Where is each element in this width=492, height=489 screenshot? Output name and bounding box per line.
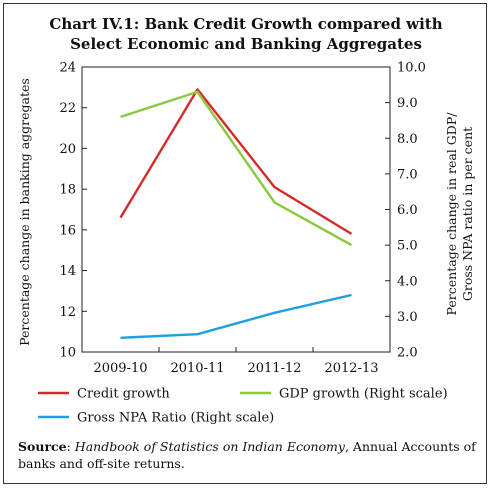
chart-frame [3, 3, 487, 484]
legend-label-1: GDP growth (Right scale) [279, 387, 448, 402]
right-axis-label-line1: Percentage change in real GDP/ [444, 112, 459, 316]
source-italic: Handbook of Statistics on Indian Economy [74, 439, 345, 454]
right-tick-label: 2.0 [397, 346, 418, 361]
legend-label-0: Credit growth [77, 387, 170, 402]
x-tick-label: 2010-11 [170, 361, 224, 376]
left-tick-label: 24 [59, 61, 76, 76]
series-line-1 [120, 90, 353, 247]
x-tick-label: 2012-13 [324, 361, 378, 376]
right-axis-label-line2: Gross NPA ratio in per cent [460, 127, 475, 301]
left-axis-label: Percentage change in banking aggregates [17, 78, 32, 346]
chart-title-line2: Select Economic and Banking Aggregates [70, 35, 422, 53]
plot-area [81, 66, 391, 353]
right-tick-label: 9.0 [397, 96, 418, 111]
right-y-axis: 2.0 3.0 4.0 5.0 6.0 7.0 8.0 9.0 10.0 [385, 61, 426, 361]
left-tick-label: 14 [59, 264, 76, 279]
series-line-0 [119, 88, 353, 235]
x-axis: 2009-10 2010-11 2011-12 2012-13 [93, 347, 379, 376]
left-y-axis: 10 12 14 16 18 20 22 24 [59, 61, 87, 361]
right-tick-label: 4.0 [397, 274, 418, 289]
source-note: Source: Handbook of Statistics on Indian… [18, 439, 476, 471]
left-tick-label: 16 [59, 223, 76, 238]
x-tick-label: 2011-12 [247, 361, 301, 376]
left-tick-label: 22 [59, 101, 76, 116]
series-line-2 [120, 293, 352, 339]
right-tick-label: 7.0 [397, 167, 418, 182]
x-tick-label: 2009-10 [93, 361, 147, 376]
legend: Credit growth GDP growth (Right scale) Gro… [38, 387, 448, 426]
right-tick-label: 5.0 [397, 239, 418, 254]
source-rest: , Annual Accounts of banks and off-site … [18, 439, 476, 471]
left-tick-label: 20 [59, 142, 76, 157]
left-tick-label: 18 [59, 183, 76, 198]
right-tick-label: 8.0 [397, 132, 418, 147]
source-label: Source [18, 439, 67, 454]
right-tick-label: 3.0 [397, 310, 418, 325]
chart-title-line1: Chart IV.1: Bank Credit Growth compared … [49, 15, 442, 33]
legend-label-2: Gross NPA Ratio (Right scale) [77, 411, 274, 426]
right-tick-label: 10.0 [397, 61, 426, 76]
right-tick-label: 6.0 [397, 203, 418, 218]
series-lines [119, 88, 353, 339]
left-tick-label: 12 [59, 305, 76, 320]
left-tick-label: 10 [59, 346, 76, 361]
